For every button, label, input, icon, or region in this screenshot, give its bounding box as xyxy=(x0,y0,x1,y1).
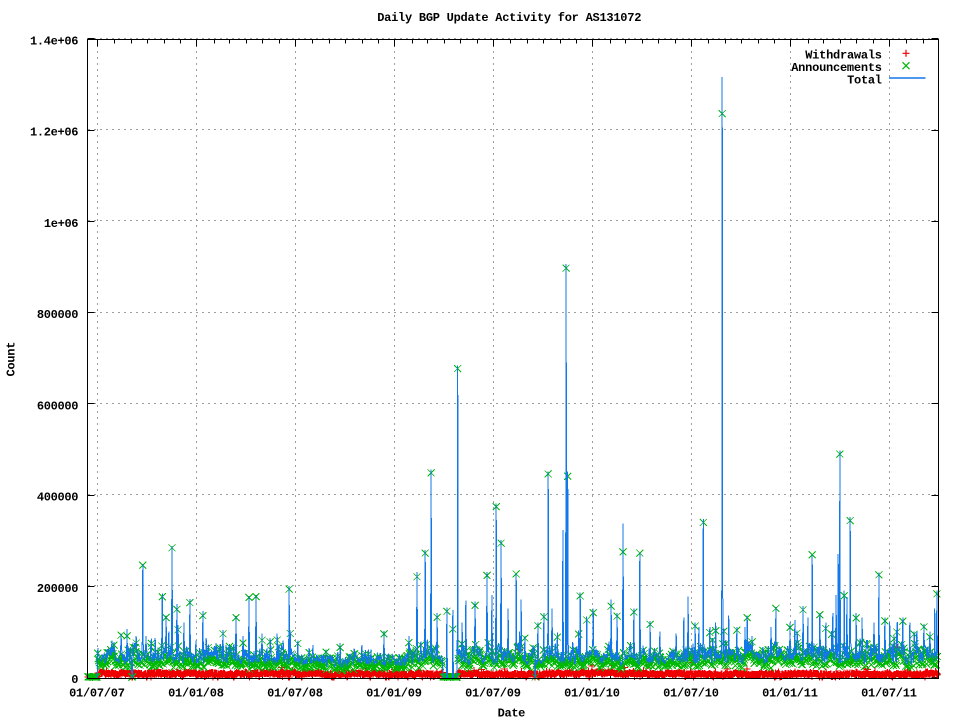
svg-text:400000: 400000 xyxy=(37,491,79,505)
svg-text:Count: Count xyxy=(5,342,19,377)
svg-text:01/01/09: 01/01/09 xyxy=(366,687,422,701)
svg-text:01/07/08: 01/07/08 xyxy=(267,687,323,701)
svg-text:800000: 800000 xyxy=(37,308,79,322)
svg-text:Daily BGP Update Activity for: Daily BGP Update Activity for AS131072 xyxy=(377,11,641,25)
svg-text:Announcements: Announcements xyxy=(791,61,882,75)
svg-text:01/01/10: 01/01/10 xyxy=(564,687,620,701)
svg-text:200000: 200000 xyxy=(37,582,79,596)
svg-text:01/07/09: 01/07/09 xyxy=(465,687,521,701)
svg-text:01/01/08: 01/01/08 xyxy=(168,687,224,701)
svg-text:Total: Total xyxy=(847,73,882,87)
svg-text:0: 0 xyxy=(71,673,78,687)
svg-text:Date: Date xyxy=(498,706,526,720)
svg-text:Withdrawals: Withdrawals xyxy=(805,49,882,63)
svg-text:1.2e+06: 1.2e+06 xyxy=(30,126,79,140)
svg-text:01/07/11: 01/07/11 xyxy=(861,687,917,701)
svg-text:600000: 600000 xyxy=(37,399,79,413)
svg-text:01/07/07: 01/07/07 xyxy=(69,687,125,701)
svg-text:1.4e+06: 1.4e+06 xyxy=(30,34,79,48)
svg-text:01/01/11: 01/01/11 xyxy=(762,687,818,701)
svg-text:1e+06: 1e+06 xyxy=(44,217,79,231)
svg-text:01/07/10: 01/07/10 xyxy=(663,687,719,701)
